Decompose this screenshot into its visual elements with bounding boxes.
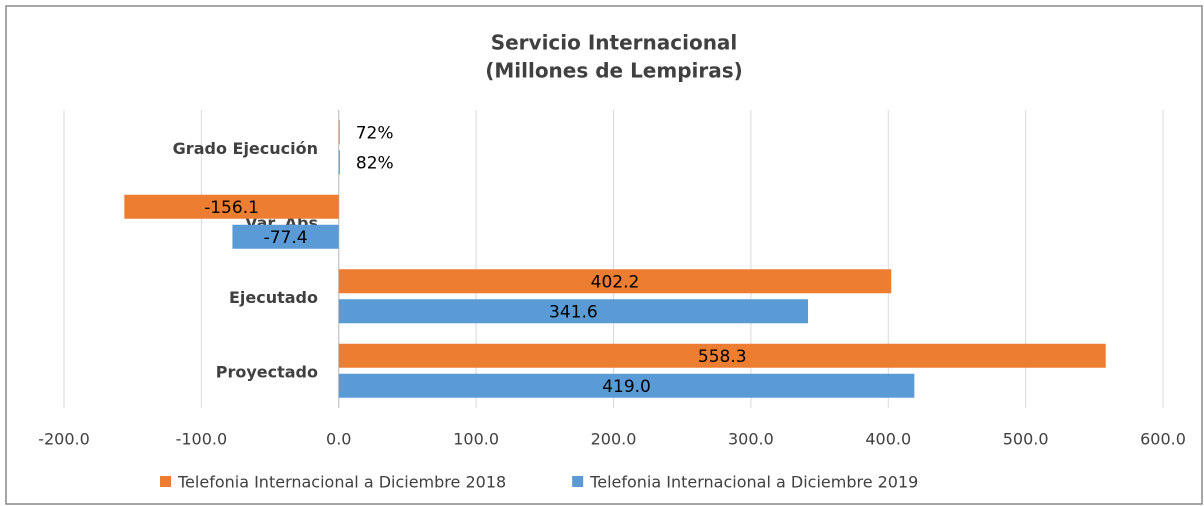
legend-label: Telefonia Internacional a Diciembre 2018 bbox=[177, 473, 506, 492]
x-tick-label: 300.0 bbox=[728, 430, 774, 449]
data-label: 419.0 bbox=[602, 377, 651, 397]
chart-subtitle: (Millones de Lempiras) bbox=[485, 59, 743, 83]
x-tick-label: 100.0 bbox=[453, 430, 499, 449]
data-label: -77.4 bbox=[264, 228, 308, 248]
bar bbox=[338, 299, 809, 324]
bar bbox=[338, 373, 915, 398]
x-tick-label: 500.0 bbox=[1003, 430, 1049, 449]
x-tick-label: 400.0 bbox=[865, 430, 911, 449]
y-tick-label: Ejecutado bbox=[229, 288, 318, 307]
x-tick-label: 600.0 bbox=[1140, 430, 1186, 449]
legend-label: Telefonia Internacional a Diciembre 2019 bbox=[589, 473, 918, 492]
x-tick-label: -100.0 bbox=[176, 430, 228, 449]
bar bbox=[338, 120, 340, 145]
data-label: 72% bbox=[356, 123, 394, 143]
bar bbox=[124, 194, 339, 219]
legend-swatch bbox=[572, 476, 584, 487]
x-tick-label: 200.0 bbox=[591, 430, 637, 449]
data-label: -156.1 bbox=[204, 198, 259, 218]
x-tick-label: 0.0 bbox=[326, 430, 351, 449]
y-tick-label: Grado Ejecución bbox=[173, 139, 318, 158]
legend-swatch bbox=[160, 476, 171, 487]
data-label: 558.3 bbox=[698, 347, 747, 367]
data-label: 82% bbox=[356, 153, 394, 173]
x-tick-label: -200.0 bbox=[38, 430, 90, 449]
bar bbox=[338, 343, 1106, 368]
data-label: 402.2 bbox=[591, 272, 640, 292]
bar bbox=[338, 150, 340, 175]
bar bbox=[232, 224, 339, 249]
y-tick-label: Proyectado bbox=[216, 362, 318, 381]
data-label: 341.6 bbox=[549, 302, 598, 322]
chart-frame bbox=[5, 5, 1203, 505]
bar bbox=[338, 269, 892, 294]
chart-title: Servicio Internacional bbox=[491, 31, 738, 55]
